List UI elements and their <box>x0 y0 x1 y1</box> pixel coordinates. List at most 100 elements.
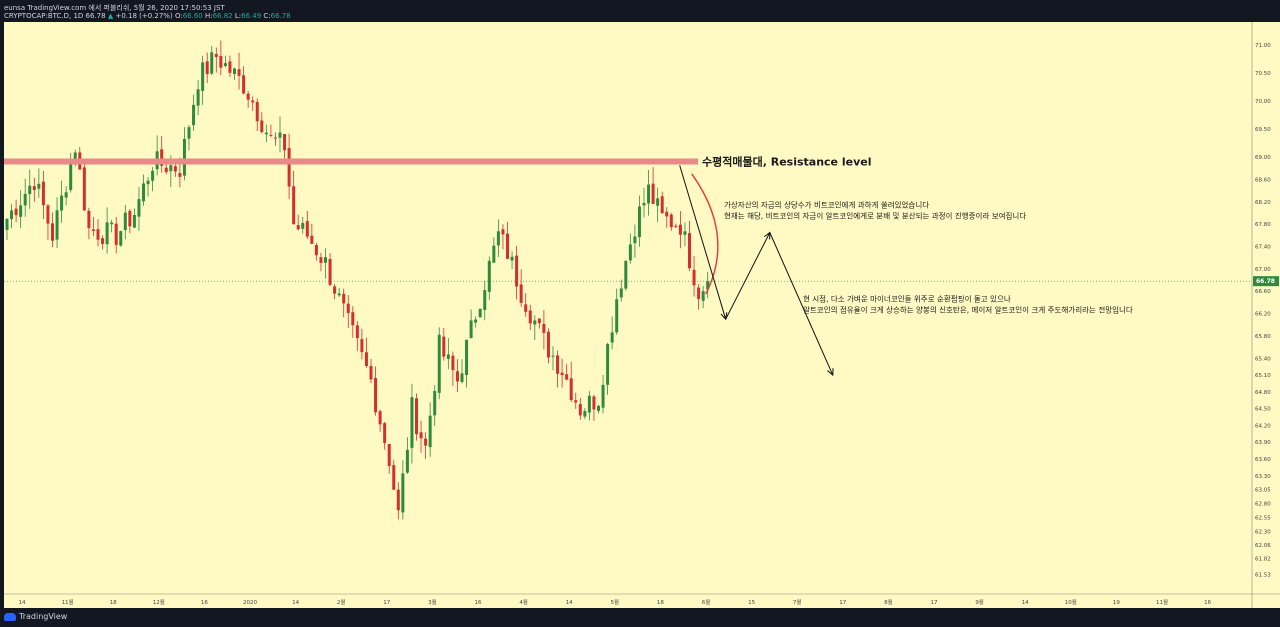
candle <box>674 223 678 229</box>
candle <box>32 177 36 202</box>
price-tick: 71.00 <box>1255 43 1271 49</box>
candle <box>28 169 32 209</box>
price-chart[interactable]: 71.00 70.50 70.00 69.50 69.00 68.60 68.20 67.80… <box>0 22 1280 608</box>
candle <box>583 408 587 420</box>
current-price-label: 66.78 <box>1256 278 1275 285</box>
candle <box>683 222 687 247</box>
tradingview-brand[interactable]: TradingView <box>4 612 67 621</box>
candle <box>119 230 123 247</box>
projection-arrow[interactable] <box>769 232 834 377</box>
time-tick: 6월 <box>702 598 711 606</box>
projection-arrows[interactable] <box>679 165 834 377</box>
candle <box>510 251 514 270</box>
time-tick: 3월 <box>428 598 437 606</box>
price-axis[interactable] <box>1252 22 1280 608</box>
candle <box>91 216 95 237</box>
price-tick: 64.50 <box>1255 407 1271 413</box>
candle <box>442 327 446 361</box>
candle <box>701 285 705 309</box>
price-tick: 66.20 <box>1255 312 1271 318</box>
candle <box>101 235 105 250</box>
candle <box>292 170 296 225</box>
candle <box>164 164 168 175</box>
candle <box>364 337 368 368</box>
candle <box>369 358 373 384</box>
time-tick: 11월 <box>62 598 74 606</box>
candle <box>565 364 569 381</box>
candle <box>96 219 100 247</box>
up-arrow-icon: ▲ <box>107 12 114 20</box>
candle <box>647 169 651 216</box>
candle <box>706 271 710 298</box>
time-tick: 10월 <box>1065 598 1077 606</box>
symbol-legend: CRYPTOCAP:BTC.D, 1D 66.78 ▲ +0.18 (+0.27… <box>4 12 291 20</box>
close-value: 66.78 <box>270 12 291 20</box>
time-tick: 19 <box>1113 600 1120 606</box>
candle <box>546 328 550 364</box>
time-tick: 17 <box>383 600 390 606</box>
low-label: L: <box>234 12 242 20</box>
candle <box>410 383 414 464</box>
candle <box>296 214 300 231</box>
candle <box>41 170 45 220</box>
candle <box>301 216 305 234</box>
time-tick: 16 <box>1204 600 1211 606</box>
symbol-name[interactable]: CRYPTOCAP:BTC.D, 1D <box>4 12 84 20</box>
candle <box>697 284 701 310</box>
last-price: 66.78 <box>85 12 106 20</box>
price-tick: 68.20 <box>1255 200 1271 206</box>
candle <box>678 211 682 249</box>
candle <box>374 366 378 416</box>
candle <box>451 351 455 387</box>
candle <box>246 91 250 108</box>
candle <box>228 55 232 77</box>
candle <box>615 288 619 335</box>
price-tick: 70.00 <box>1255 99 1271 105</box>
candle <box>428 402 432 457</box>
candle <box>242 66 246 95</box>
tradingview-cloud-icon <box>4 612 16 621</box>
candle <box>223 55 227 68</box>
candle <box>469 309 473 339</box>
time-tick: 5월 <box>611 598 620 606</box>
candle <box>360 328 364 360</box>
time-tick: 12월 <box>153 598 165 606</box>
candle <box>346 294 350 328</box>
price-tick: 61.82 <box>1255 557 1271 563</box>
candle <box>160 135 164 173</box>
candle <box>660 191 664 215</box>
candle <box>337 287 341 298</box>
candle <box>14 199 18 223</box>
candle <box>264 124 268 142</box>
candle <box>110 219 114 233</box>
candle <box>465 339 469 388</box>
price-tick: 67.80 <box>1255 222 1271 228</box>
candle <box>560 358 564 388</box>
annotation-line-1: 가상자산의 자금의 상당수가 비트코인에게 과하게 쏠려있었습니다 <box>724 199 929 209</box>
price-tick: 67.00 <box>1255 267 1271 273</box>
candle <box>192 94 196 131</box>
candle <box>669 212 673 231</box>
candle <box>123 205 127 240</box>
price-change: +0.18 (+0.27%) <box>115 12 173 20</box>
candle <box>201 55 205 105</box>
price-tick: 69.50 <box>1255 127 1271 133</box>
top-arc-drawing[interactable] <box>691 173 719 295</box>
candle <box>132 208 136 229</box>
low-value: 66.49 <box>241 12 262 20</box>
plot-area[interactable] <box>4 22 1252 594</box>
candle <box>328 253 332 287</box>
candle <box>501 224 505 250</box>
time-tick: 15 <box>748 600 755 606</box>
publish-info: eunsa TradingView.com 에서 퍼블리쉬, 5월 26, 20… <box>4 4 225 12</box>
price-tick: 63.05 <box>1255 488 1271 494</box>
candle <box>387 443 391 474</box>
candle <box>269 124 273 138</box>
price-tick: 68.60 <box>1255 177 1271 183</box>
candle <box>351 306 355 338</box>
time-axis[interactable] <box>4 594 1252 608</box>
candle <box>597 404 600 414</box>
candle <box>187 124 191 151</box>
candle <box>255 98 259 132</box>
candle <box>214 47 218 73</box>
